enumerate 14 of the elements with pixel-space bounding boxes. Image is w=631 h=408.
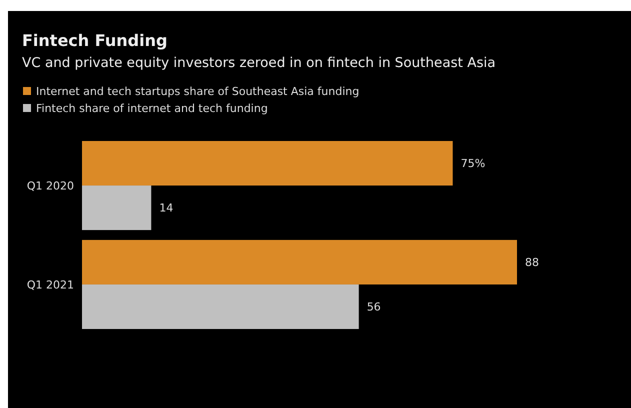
y-tick-label: Q1 2021 xyxy=(26,278,74,292)
chart-subtitle: VC and private equity investors zeroed in on fintech in Southeast Asia xyxy=(22,55,496,71)
bar xyxy=(82,141,453,186)
bar xyxy=(82,240,517,284)
data-label: 56 xyxy=(366,300,381,314)
chart-title: Fintech Funding xyxy=(22,31,168,50)
data-label: 14 xyxy=(159,202,174,215)
bar xyxy=(82,186,152,230)
y-tick-label: Q1 2020 xyxy=(26,179,74,192)
data-label: 88 xyxy=(525,256,539,270)
legend-label: Fintech share of internet and tech funding xyxy=(36,102,268,115)
bar xyxy=(82,284,359,329)
data-label: 75% xyxy=(460,157,486,170)
legend-label: Internet and tech startups share of Southeast Asia funding xyxy=(36,85,360,98)
